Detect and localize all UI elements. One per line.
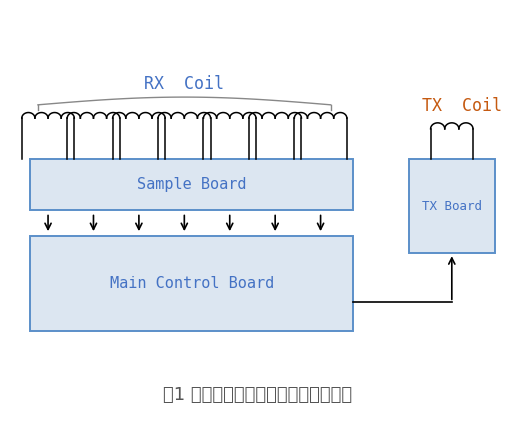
Text: RX  Coil: RX Coil <box>144 75 225 93</box>
Text: TX  Coil: TX Coil <box>422 97 502 115</box>
Text: 图1 过钒具阵列感应仪器电子线路框图: 图1 过钒具阵列感应仪器电子线路框图 <box>163 386 352 404</box>
Text: Main Control Board: Main Control Board <box>110 276 274 291</box>
Text: Sample Board: Sample Board <box>137 177 247 192</box>
FancyBboxPatch shape <box>409 159 495 253</box>
FancyBboxPatch shape <box>30 159 353 210</box>
Text: TX Board: TX Board <box>422 200 482 212</box>
FancyBboxPatch shape <box>30 236 353 331</box>
